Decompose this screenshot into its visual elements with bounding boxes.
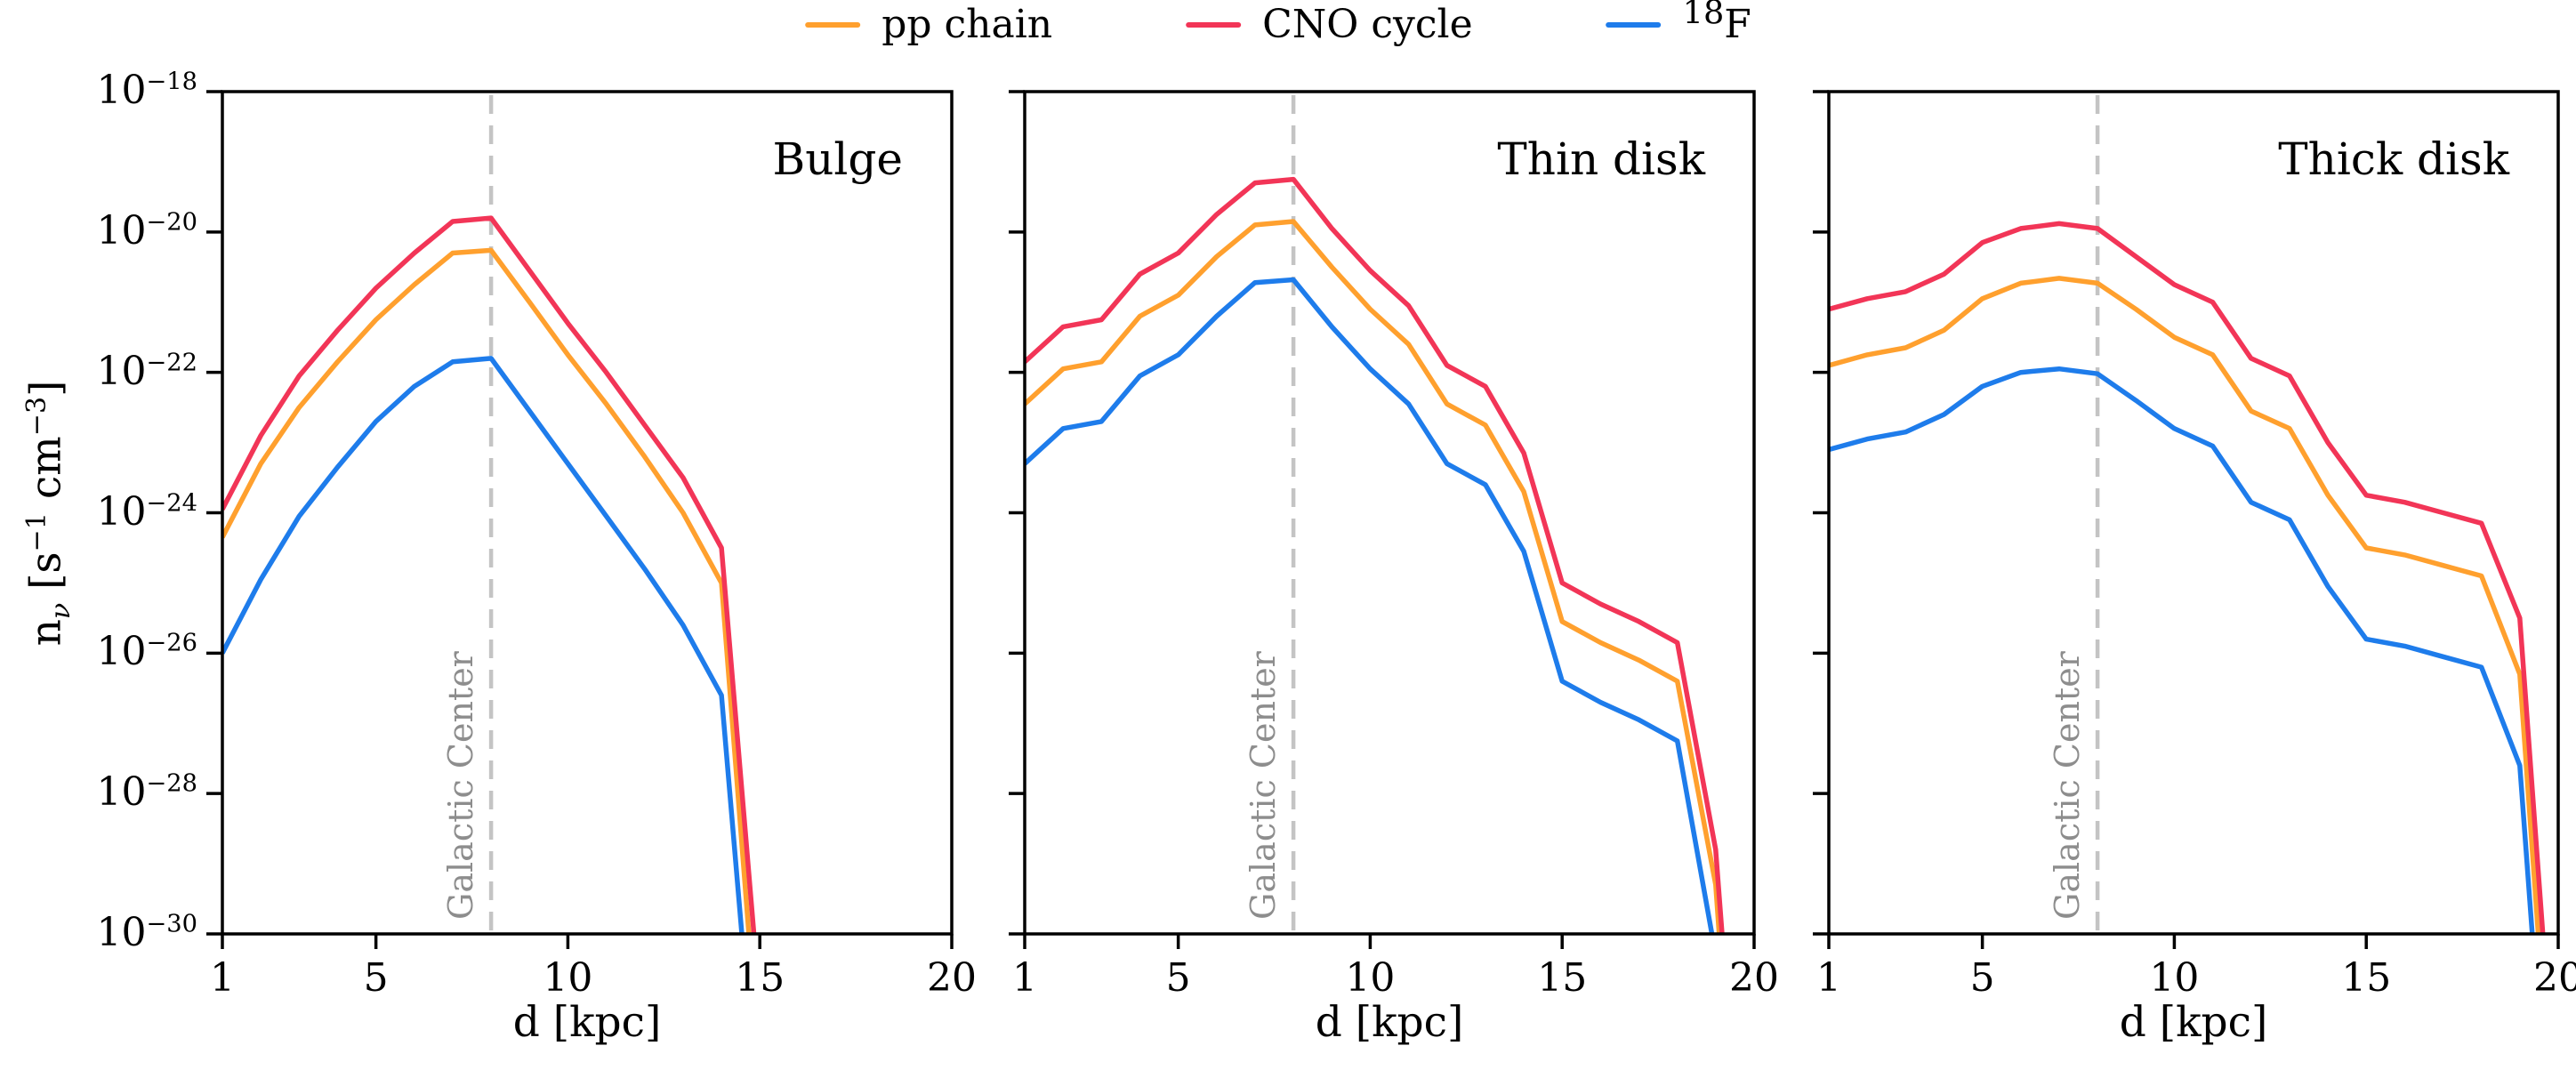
y-tick-label: 10−18: [96, 68, 197, 113]
curve-cno-cycle-bulge: [222, 215, 757, 934]
curve-cno-cycle-thin-disk: [1025, 176, 1725, 934]
x-tick-label: 15: [1537, 955, 1588, 1001]
x-tick-label: 10: [543, 955, 593, 1001]
y-tick-label: 10−24: [96, 488, 197, 535]
cno-cycle-line-swatch: [1186, 21, 1242, 28]
y-tick-label: 10−26: [96, 629, 197, 675]
x-tick-label: 10: [2149, 955, 2200, 1001]
x-tick-label: 5: [1969, 955, 1995, 1001]
x-axis-label-bulge: d [kpc]: [512, 998, 662, 1047]
legend-label-cno-cycle: CNO cycle: [1262, 2, 1473, 47]
curve-f18-thick-disk: [1829, 366, 2535, 934]
curve-f18-bulge: [222, 356, 745, 934]
curve-pp-chain-thick-disk: [1829, 276, 2541, 934]
x-tick-label: 20: [927, 955, 977, 1001]
legend-label-pp-chain: pp chain: [881, 2, 1053, 47]
panel-title-thick-disk: Thick disk: [2278, 133, 2509, 185]
y-tick-label: 10−22: [96, 348, 197, 394]
galactic-center-label-bulge: Galactic Center: [441, 651, 481, 920]
x-axis-label-thick-disk: d [kpc]: [2119, 998, 2268, 1047]
y-tick-label: 10−20: [96, 207, 197, 253]
axes-box: [1023, 90, 1756, 936]
x-tick-label: 5: [363, 955, 389, 1001]
x-tick-label: 15: [2341, 955, 2392, 1001]
curve-f18-thin-disk: [1025, 277, 1715, 934]
panel-title-thin-disk: Thin disk: [1497, 133, 1705, 185]
x-tick-label: 1: [1012, 955, 1037, 1001]
galactic-center-label-thick-disk: Galactic Center: [2048, 651, 2088, 920]
legend-item-pp-chain: pp chain: [805, 2, 1052, 47]
curve-pp-chain-thin-disk: [1025, 219, 1722, 934]
x-tick-label: 20: [1729, 955, 1779, 1001]
y-tick-label: 10−30: [96, 910, 197, 955]
x-axis-label-thin-disk: d [kpc]: [1315, 998, 1464, 1047]
legend-item-cno-cycle: CNO cycle: [1186, 2, 1473, 47]
x-tick-label: 1: [1816, 955, 1841, 1001]
legend-item-f18: 18F: [1606, 0, 1751, 47]
x-tick-label: 15: [735, 955, 785, 1001]
y-tick-label: 10−28: [96, 769, 197, 816]
galactic-center-label-thin-disk: Galactic Center: [1244, 651, 1284, 920]
x-tick-label: 1: [210, 955, 235, 1001]
curve-cno-cycle-thick-disk: [1829, 221, 2546, 934]
x-tick-label: 5: [1165, 955, 1191, 1001]
legend-label-f18: 18F: [1682, 0, 1751, 47]
axes-box: [221, 90, 954, 936]
x-tick-label: 10: [1345, 955, 1396, 1001]
f18-line-swatch: [1606, 21, 1662, 28]
pp-chain-line-swatch: [805, 21, 861, 28]
panel-title-bulge: Bulge: [772, 133, 903, 185]
legend: pp chain CNO cycle 18F: [805, 0, 1751, 47]
x-tick-label: 20: [2533, 955, 2576, 1001]
curve-pp-chain-bulge: [222, 247, 752, 934]
